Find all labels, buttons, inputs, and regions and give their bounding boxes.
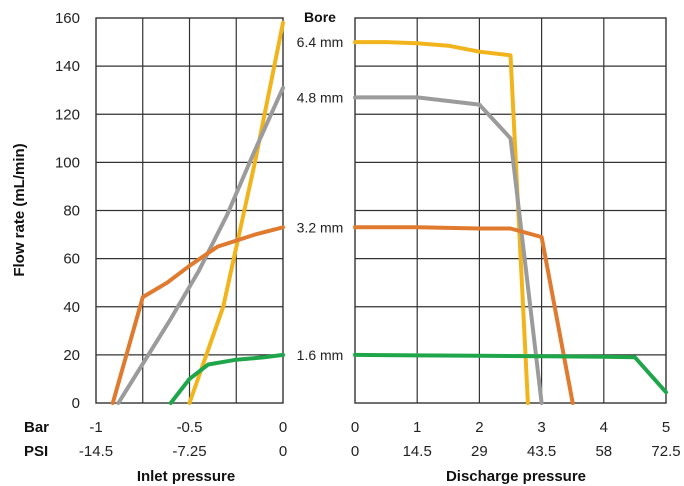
bore-label-4-8-mm: 4.8 mm <box>297 89 344 105</box>
discharge-series-6-4-mm <box>353 40 530 405</box>
bore-label-3-2-mm: 3.2 mm <box>297 219 344 235</box>
y-tick-label: 120 <box>55 106 80 123</box>
bar-row-label: Bar <box>24 419 49 436</box>
discharge-psi-tick: 43.5 <box>527 443 556 460</box>
discharge-bar-tick: 1 <box>413 419 421 436</box>
inlet-bar-tick: -1 <box>89 419 102 436</box>
inlet-x-axis-title: Inlet pressure <box>137 468 235 485</box>
discharge-plot-frame <box>354 17 667 404</box>
discharge-series-4-8-mm <box>353 95 544 405</box>
y-tick-label: 20 <box>63 347 80 364</box>
y-tick-label: 0 <box>72 395 80 412</box>
discharge-series-3-2-mm <box>353 225 575 405</box>
inlet-psi-tick: -7.25 <box>172 443 206 460</box>
discharge-bar-tick: 2 <box>475 419 483 436</box>
bore-legend-title: Bore <box>304 9 336 25</box>
inlet-psi-tick: 0 <box>279 443 287 460</box>
discharge-psi-tick: 72.5 <box>651 443 680 460</box>
bore-label-6-4-mm: 6.4 mm <box>297 34 344 50</box>
inlet-psi-tick: -14.5 <box>79 443 113 460</box>
discharge-bar-tick: 5 <box>662 419 670 436</box>
discharge-bar-tick: 0 <box>351 419 359 436</box>
inlet-bar-tick: 0 <box>279 419 287 436</box>
y-tick-label: 100 <box>55 154 80 171</box>
discharge-psi-tick: 58 <box>595 443 612 460</box>
discharge-bar-tick: 3 <box>537 419 545 436</box>
inlet-bar-tick: -0.5 <box>177 419 203 436</box>
discharge-psi-tick: 0 <box>351 443 359 460</box>
discharge-bar-tick: 4 <box>600 419 608 436</box>
discharge-x-axis-title: Discharge pressure <box>446 468 586 485</box>
y-tick-label: 140 <box>55 58 80 75</box>
discharge-psi-tick: 14.5 <box>403 443 432 460</box>
psi-row-label: PSI <box>24 443 48 460</box>
y-tick-label: 80 <box>63 203 80 220</box>
y-tick-label: 40 <box>63 299 80 316</box>
inlet-series-4-8-mm <box>116 85 285 405</box>
y-tick-label: 160 <box>55 10 80 27</box>
discharge-psi-tick: 29 <box>471 443 488 460</box>
bore-label-1-6-mm: 1.6 mm <box>297 347 344 363</box>
discharge-series-1-6-mm <box>353 352 668 395</box>
y-axis-title: Flow rate (mL/min) <box>11 143 28 276</box>
inlet-series-1-6-mm <box>168 352 285 405</box>
inlet-series-3-2-mm <box>110 225 285 405</box>
y-tick-label: 60 <box>63 251 80 268</box>
inlet-series-6-4-mm <box>187 20 285 405</box>
